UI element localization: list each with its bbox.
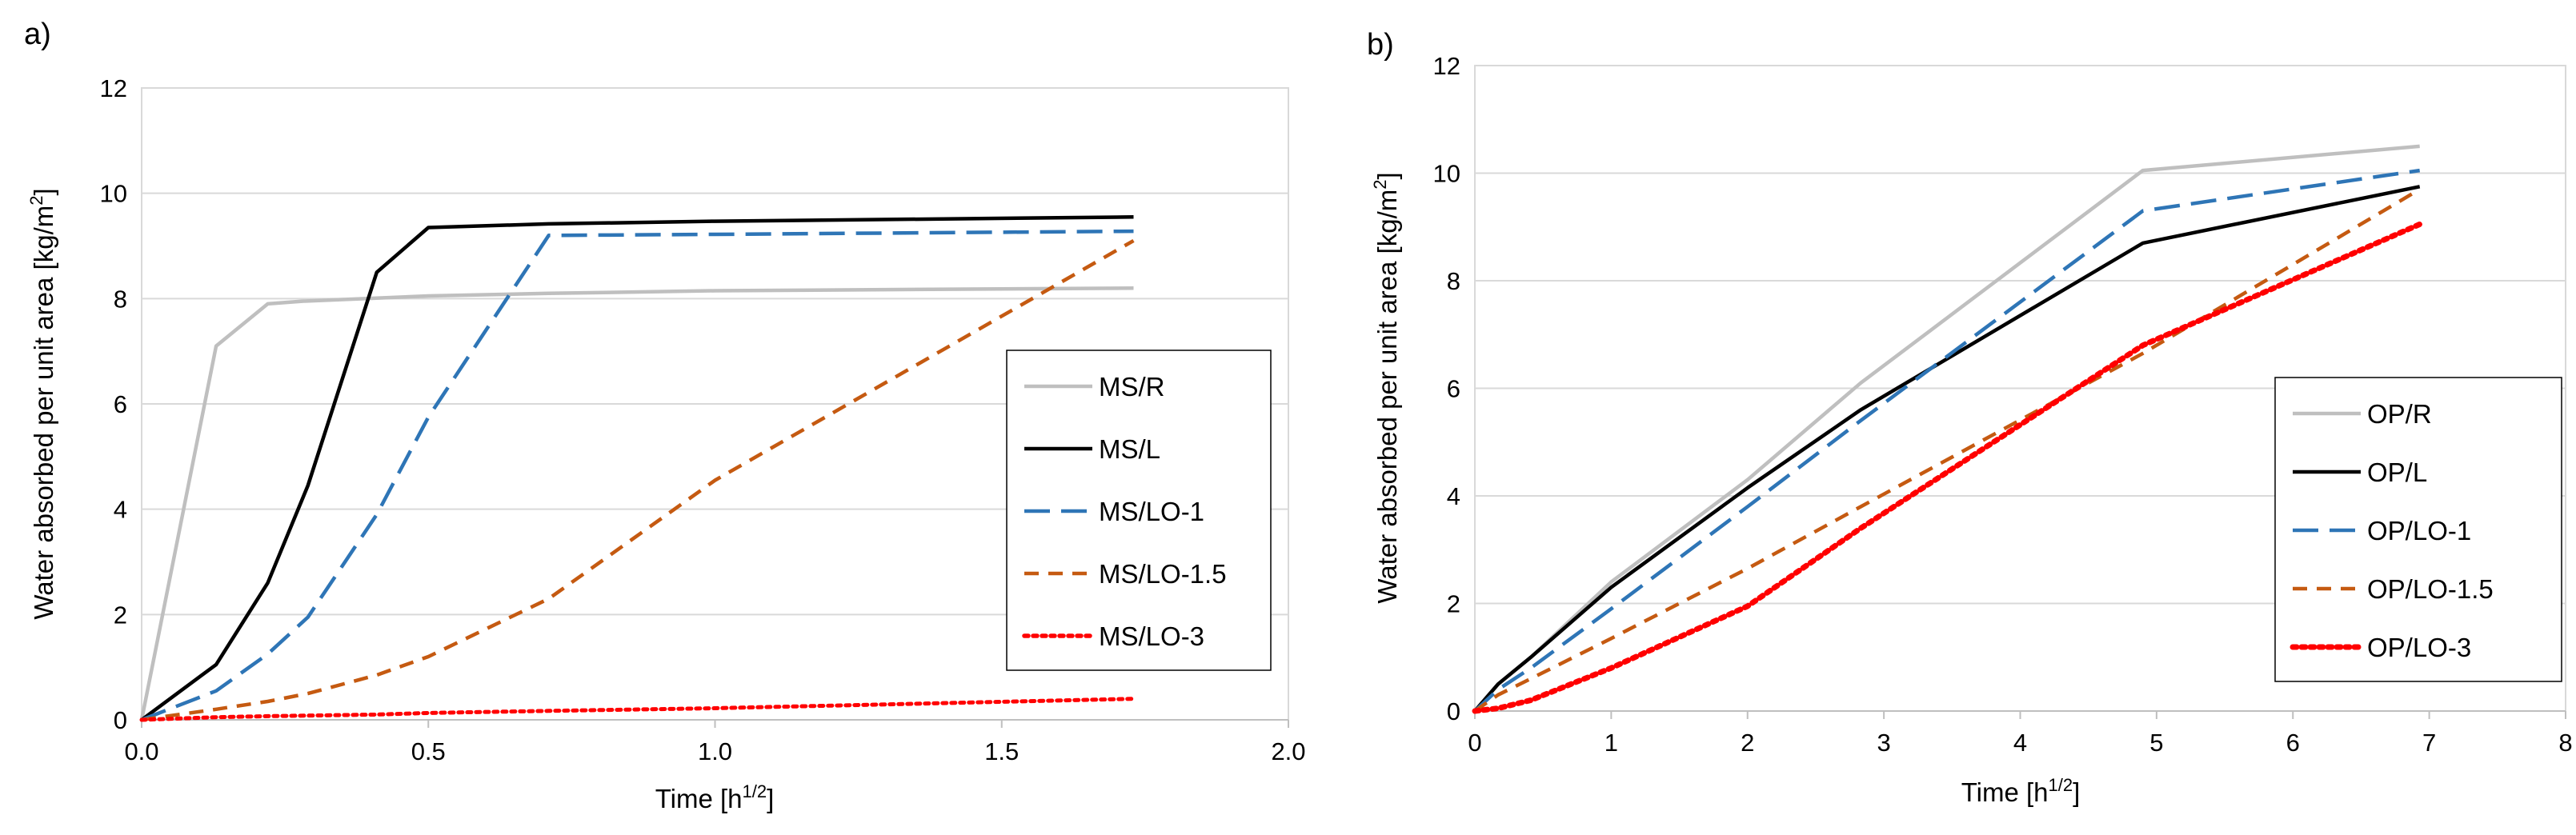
chart-2-y-tick-label: 2 xyxy=(1447,590,1460,618)
chart-1-y-tick-label: 4 xyxy=(114,496,127,524)
chart-1-x-tick-label: 0.0 xyxy=(124,737,158,765)
chart-1-series-line-ms-l xyxy=(140,215,1134,721)
chart-1-y-tick-label: 0 xyxy=(114,706,127,734)
chart-1-y-axis-title: Water absorbed per unit area [kg/m2] xyxy=(26,188,58,619)
chart-1: a) 0 2 4 6 8 10 12 0.0 0.5 1.0 1.5 2.0 Time [h1/2] Wat… xyxy=(24,18,1306,813)
chart-1-legend-label: MS/R xyxy=(1099,372,1165,402)
chart-2-x-tick-label: 7 xyxy=(2422,729,2436,757)
chart-1-y-tick-label: 12 xyxy=(100,74,127,102)
chart-1-series-line-ms-r xyxy=(139,286,1134,721)
chart-2-x-tick-label: 8 xyxy=(2558,729,2572,757)
chart-2-legend-label: OP/R xyxy=(2367,399,2432,429)
chart-2-legend-label: OP/LO-3 xyxy=(2367,633,2471,662)
chart-2-legend-label: OP/LO-1 xyxy=(2367,516,2471,545)
chart-2-panel-label: b) xyxy=(1367,28,1394,62)
chart-2-legend-label: OP/L xyxy=(2367,457,2427,487)
chart-2-x-tick-label: 3 xyxy=(1877,729,1891,757)
chart-2-x-tick-label: 4 xyxy=(2013,729,2027,757)
chart-1-legend: MS/R MS/L MS/LO-1 MS/LO-1.5 MS/LO-3 xyxy=(1006,350,1272,671)
chart-2-x-tick-label: 5 xyxy=(2149,729,2163,757)
chart-1-legend-label: MS/L xyxy=(1099,434,1160,464)
chart-2-series-line-op-l xyxy=(1473,185,2421,713)
chart-2-x-tick-label: 1 xyxy=(1604,729,1618,757)
chart-2-x-tick-label: 0 xyxy=(1468,729,1481,757)
chart-1-panel-label: a) xyxy=(24,18,51,51)
chart-1-y-tick-label: 2 xyxy=(114,601,127,629)
chart-1-x-tick-label: 1.0 xyxy=(698,737,732,765)
chart-2-series-line-op-lo-1-5 xyxy=(1473,187,2421,713)
chart-1-y-tick-label: 8 xyxy=(114,285,127,313)
chart-2-legend-label: OP/LO-1.5 xyxy=(2367,574,2494,604)
chart-2-series-line-op-lo-1 xyxy=(1473,168,2421,713)
chart-1-legend-box xyxy=(1006,350,1272,671)
chart-2-x-tick-label: 6 xyxy=(2286,729,2300,757)
chart-1-x-tick-label: 1.5 xyxy=(984,737,1019,765)
chart-2-legend-box xyxy=(2274,377,2562,682)
chart-2-y-tick-label: 6 xyxy=(1447,375,1460,403)
chart-2-legend: OP/R OP/L OP/LO-1 OP/LO-1.5 OP/LO-3 xyxy=(2274,377,2562,682)
chart-1-x-axis-title: Time [h1/2] xyxy=(655,781,775,813)
chart-2-y-tick-label: 12 xyxy=(1433,52,1460,80)
chart-1-legend-label: MS/LO-1 xyxy=(1099,497,1204,526)
chart-2-y-axis-title: Water absorbed per unit area [kg/m2] xyxy=(1370,172,1402,603)
chart-1-series-line-ms-lo-3 xyxy=(139,697,1136,722)
chart-1-x-tick-label: 2.0 xyxy=(1271,737,1305,765)
chart-1-x-tick-label: 0.5 xyxy=(411,737,446,765)
chart-1-legend-label: MS/LO-1.5 xyxy=(1099,559,1227,589)
chart-1-series-line-ms-lo-1 xyxy=(141,229,1134,722)
chart-2-y-tick-label: 10 xyxy=(1433,160,1460,188)
chart-1-y-tick-label: 6 xyxy=(114,390,127,418)
chart-2-y-tick-label: 4 xyxy=(1447,482,1460,510)
chart-2-series-line-op-lo-3 xyxy=(1472,221,2423,714)
chart-2-y-tick-label: 8 xyxy=(1447,267,1460,295)
chart-2-y-tick-label: 0 xyxy=(1447,697,1460,725)
chart-1-series-line-ms-lo-1-5 xyxy=(141,238,1135,722)
chart-1-y-tick-label: 10 xyxy=(100,180,127,208)
chart-1-legend-label: MS/LO-3 xyxy=(1099,621,1204,651)
chart-2-x-axis-title: Time [h1/2] xyxy=(1961,775,2081,807)
chart-2-x-tick-label: 2 xyxy=(1741,729,1754,757)
